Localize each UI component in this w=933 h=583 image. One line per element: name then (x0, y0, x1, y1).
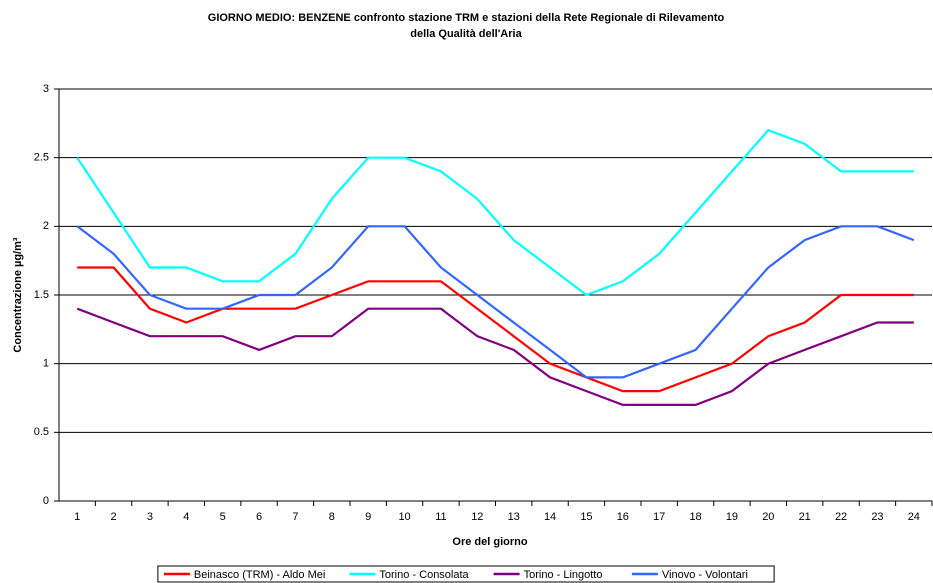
x-tick-label: 4 (183, 511, 189, 523)
x-tick-label: 2 (111, 511, 117, 523)
legend-label: Vinovo - Volontari (662, 569, 748, 581)
y-tick-label: 1 (43, 358, 49, 370)
x-tick-label: 14 (544, 511, 556, 523)
legend-label: Torino - Lingotto (524, 569, 603, 581)
x-tick-label: 3 (147, 511, 153, 523)
x-tick-label: 5 (220, 511, 226, 523)
legend-label: Torino - Consolata (379, 569, 469, 581)
x-tick-label: 1 (74, 511, 80, 523)
x-tick-label: 16 (617, 511, 629, 523)
chart-title: GIORNO MEDIO: BENZENE confronto stazione… (208, 12, 725, 24)
x-tick-label: 21 (799, 511, 811, 523)
y-tick-label: 1.5 (34, 289, 49, 301)
x-tick-label: 23 (871, 511, 883, 523)
y-tick-label: 3 (43, 83, 49, 95)
x-axis-label: Ore del giorno (452, 536, 527, 548)
legend-label: Beinasco (TRM) - Aldo Mei (194, 569, 325, 581)
legend-box (157, 565, 775, 583)
chart-title: della Qualità dell'Aria (410, 28, 522, 40)
y-tick-label: 0.5 (34, 426, 49, 438)
x-tick-label: 9 (365, 511, 371, 523)
x-tick-label: 22 (835, 511, 847, 523)
series-line (76, 225, 915, 379)
x-tick-label: 20 (762, 511, 774, 523)
x-tick-label: 17 (653, 511, 665, 523)
x-tick-label: 11 (435, 511, 446, 523)
x-tick-label: 15 (580, 511, 592, 523)
x-tick-label: 24 (908, 511, 920, 523)
series-line (76, 128, 914, 297)
x-tick-label: 8 (329, 511, 335, 523)
x-tick-label: 6 (256, 511, 262, 523)
x-tick-label: 12 (471, 511, 483, 523)
x-tick-label: 19 (726, 511, 738, 523)
series-line (76, 307, 914, 406)
x-tick-label: 18 (689, 511, 701, 523)
series-line (77, 266, 914, 393)
x-tick-label: 7 (292, 511, 298, 523)
y-tick-label: 2.5 (34, 152, 49, 164)
x-tick-label: 10 (398, 511, 410, 523)
y-tick-label: 2 (43, 220, 49, 232)
x-tick-label: 13 (508, 511, 520, 523)
y-tick-label: 0 (43, 495, 49, 507)
y-axis-label: Concentrazione µg/m³ (12, 237, 24, 352)
